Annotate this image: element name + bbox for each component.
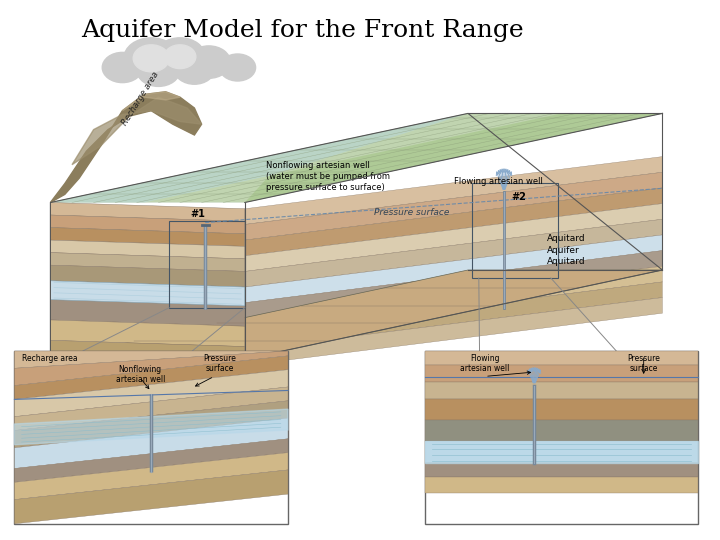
Circle shape: [155, 38, 205, 76]
Polygon shape: [50, 300, 245, 326]
Text: Aquitard: Aquitard: [547, 234, 586, 243]
Polygon shape: [50, 340, 245, 366]
Text: Recharge area: Recharge area: [120, 70, 161, 127]
Text: Recharge area: Recharge area: [22, 354, 77, 363]
Bar: [425, 420, 698, 441]
Text: #2: #2: [511, 192, 526, 202]
Text: Aquifer Model for the Front Range: Aquifer Model for the Front Range: [81, 19, 523, 42]
Polygon shape: [245, 204, 662, 272]
Polygon shape: [14, 351, 288, 386]
Polygon shape: [245, 219, 662, 287]
Polygon shape: [14, 418, 288, 469]
Polygon shape: [14, 401, 288, 448]
Polygon shape: [50, 270, 662, 359]
Polygon shape: [50, 113, 662, 202]
Polygon shape: [50, 202, 245, 221]
Text: Aquifer: Aquifer: [547, 246, 580, 255]
Polygon shape: [245, 113, 662, 202]
Bar: [169, 221, 245, 308]
Polygon shape: [14, 453, 288, 500]
Polygon shape: [245, 157, 662, 225]
Polygon shape: [245, 188, 662, 256]
Polygon shape: [50, 240, 245, 259]
Circle shape: [174, 54, 215, 84]
Circle shape: [124, 38, 179, 79]
Polygon shape: [50, 320, 245, 347]
Polygon shape: [245, 266, 662, 334]
Circle shape: [164, 45, 196, 69]
Circle shape: [137, 54, 180, 86]
Polygon shape: [14, 351, 288, 368]
Text: Pressure
surface: Pressure surface: [627, 354, 660, 373]
Polygon shape: [425, 441, 698, 463]
Bar: [425, 477, 698, 492]
Text: Flowing
artesian well: Flowing artesian well: [460, 354, 510, 373]
Polygon shape: [50, 281, 245, 306]
Polygon shape: [50, 92, 202, 202]
Polygon shape: [14, 370, 288, 417]
Polygon shape: [14, 356, 288, 400]
Bar: [425, 365, 698, 382]
Polygon shape: [50, 253, 245, 272]
Circle shape: [102, 52, 143, 83]
Polygon shape: [72, 97, 202, 165]
Polygon shape: [122, 92, 180, 111]
Bar: [425, 351, 698, 389]
Polygon shape: [50, 227, 245, 246]
Polygon shape: [14, 387, 288, 430]
Bar: [425, 441, 698, 463]
Polygon shape: [50, 265, 245, 287]
Circle shape: [187, 46, 230, 78]
Polygon shape: [245, 298, 662, 366]
Polygon shape: [245, 172, 662, 240]
Bar: [472, 184, 558, 278]
Text: Pressure
surface: Pressure surface: [203, 354, 236, 373]
Circle shape: [220, 54, 256, 81]
Polygon shape: [50, 281, 245, 306]
Polygon shape: [245, 251, 662, 319]
Polygon shape: [14, 409, 288, 445]
Bar: [425, 382, 698, 400]
Polygon shape: [245, 282, 662, 350]
Text: Pressure surface: Pressure surface: [374, 208, 450, 217]
Text: #1: #1: [191, 209, 206, 219]
Polygon shape: [14, 439, 288, 482]
Bar: [425, 351, 698, 524]
Polygon shape: [14, 470, 288, 524]
Polygon shape: [50, 215, 245, 234]
Polygon shape: [50, 113, 662, 202]
Bar: [425, 463, 698, 477]
Bar: [14, 351, 288, 524]
Polygon shape: [50, 113, 468, 202]
Polygon shape: [245, 235, 662, 303]
Text: Aquitard: Aquitard: [547, 258, 586, 267]
Circle shape: [133, 45, 169, 72]
Bar: [425, 351, 698, 365]
Text: Flowing artesian well: Flowing artesian well: [454, 177, 542, 186]
Bar: [425, 400, 698, 420]
Text: Nonflowing artesian well
(water must be pumped from
pressure surface to surface): Nonflowing artesian well (water must be …: [266, 160, 390, 192]
Text: Nonflowing
artesian well: Nonflowing artesian well: [116, 364, 165, 384]
